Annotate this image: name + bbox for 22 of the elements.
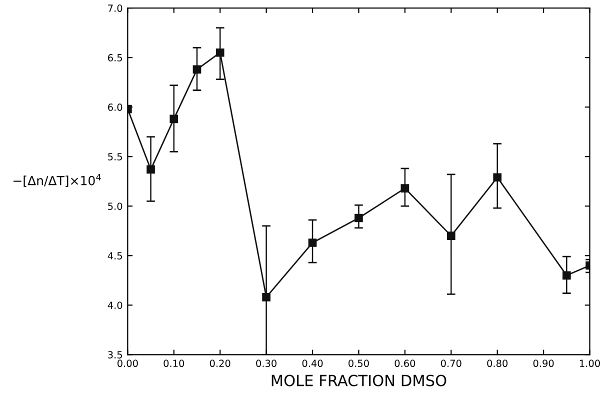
x-tick-label: 1.00	[580, 360, 600, 368]
x-tick-label: 0.50	[348, 360, 369, 368]
y-tick-label: 4.0	[108, 302, 122, 309]
y-axis-title: −[Δn/ΔT]×10$^{4}$	[14, 174, 101, 187]
y-tick-label: 6.5	[108, 54, 122, 62]
x-axis-title: MOLE FRACTION DMSO	[272, 374, 446, 386]
x-tick-label: 0.20	[210, 360, 230, 368]
x-tick-label: 0.30	[256, 360, 276, 368]
x-tick-label: 0.60	[394, 360, 416, 368]
x-tick-label: 0.00	[117, 360, 138, 368]
x-tick-label: 0.90	[533, 360, 554, 368]
x-tick-label: 0.80	[487, 360, 508, 368]
x-tick-label: 0.40	[302, 360, 323, 368]
y-tick-label: 4.5	[108, 252, 122, 260]
y-tick-label: 3.5	[108, 351, 122, 358]
y-tick-label: 5.0	[108, 202, 122, 210]
y-tick-label: 7.0	[108, 4, 122, 12]
x-tick-label: 0.70	[440, 360, 462, 368]
point	[216, 48, 224, 57]
y-tick-label: 6.0	[108, 104, 122, 111]
y-tick-label: 5.5	[108, 153, 122, 160]
x-tick-label: 0.10	[164, 360, 184, 368]
